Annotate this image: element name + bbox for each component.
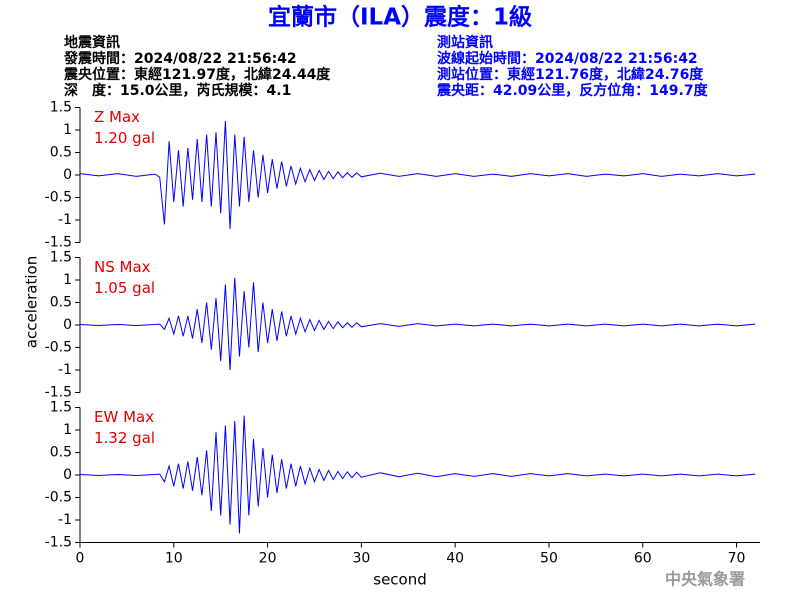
y-tick-label: 0 <box>63 317 72 333</box>
y-tick-label: -0.5 <box>45 340 72 356</box>
x-tick-label: 50 <box>540 551 558 567</box>
y-tick-label: 0 <box>63 467 72 483</box>
y-tick-label: -1 <box>58 212 72 228</box>
y-tick-label: 0.5 <box>50 295 72 311</box>
y-tick-label: -1 <box>58 512 72 528</box>
info-line: 深 度：15.0公里，芮氏規模：4.1 <box>64 82 291 99</box>
info-line: 地震資訊 <box>64 34 120 51</box>
chart-title: 宜蘭市（ILA）震度：1級 <box>268 4 532 31</box>
y-tick-label: 1 <box>63 422 72 438</box>
x-tick-label: 0 <box>76 551 85 567</box>
x-tick-label: 70 <box>728 551 746 567</box>
y-tick-label: -1.5 <box>45 535 72 551</box>
y-tick-label: 1.5 <box>50 400 72 416</box>
annotation: Z Max <box>94 108 140 126</box>
y-tick-label: 1 <box>63 122 72 138</box>
y-tick-label: 0 <box>63 167 72 183</box>
info-line: 震央位置：東經121.97度，北緯24.44度 <box>63 66 331 83</box>
y-tick-label: -1.5 <box>45 235 72 251</box>
x-tick-label: 10 <box>165 551 183 567</box>
x-axis-label: second <box>373 571 427 589</box>
info-line: 震央距：42.09公里，反方位角：149.7度 <box>436 82 709 99</box>
y-tick-label: 1.5 <box>50 100 72 116</box>
y-tick-label: -1 <box>58 362 72 378</box>
annotation: EW Max <box>94 408 154 426</box>
x-tick-label: 60 <box>634 551 652 567</box>
x-tick-label: 20 <box>259 551 277 567</box>
waveform <box>79 277 756 371</box>
x-tick-label: 40 <box>446 551 464 567</box>
annotation: 1.20 gal <box>94 129 155 147</box>
y-tick-label: -0.5 <box>45 490 72 506</box>
y-tick-label: -0.5 <box>45 190 72 206</box>
info-line: 測站資訊 <box>437 34 493 51</box>
y-tick-label: 1 <box>63 272 72 288</box>
y-tick-label: 1.5 <box>50 250 72 266</box>
y-tick-label: 0.5 <box>50 445 72 461</box>
y-axis-label: acceleration <box>23 256 41 348</box>
annotation: 1.32 gal <box>94 429 155 447</box>
info-line: 發震時間：2024/08/22 21:56:42 <box>63 50 297 67</box>
info-line: 測站位置：東經121.76度，北緯24.76度 <box>437 66 704 83</box>
y-tick-label: 0.5 <box>50 145 72 161</box>
y-tick-label: -1.5 <box>45 385 72 401</box>
waveform <box>79 415 756 534</box>
info-line: 波線起始時間：2024/08/22 21:56:42 <box>437 50 698 67</box>
annotation: 1.05 gal <box>94 279 155 297</box>
footer: 中央氣象署 <box>665 570 745 589</box>
annotation: NS Max <box>94 258 151 276</box>
waveform <box>79 120 756 230</box>
x-tick-label: 30 <box>352 551 370 567</box>
